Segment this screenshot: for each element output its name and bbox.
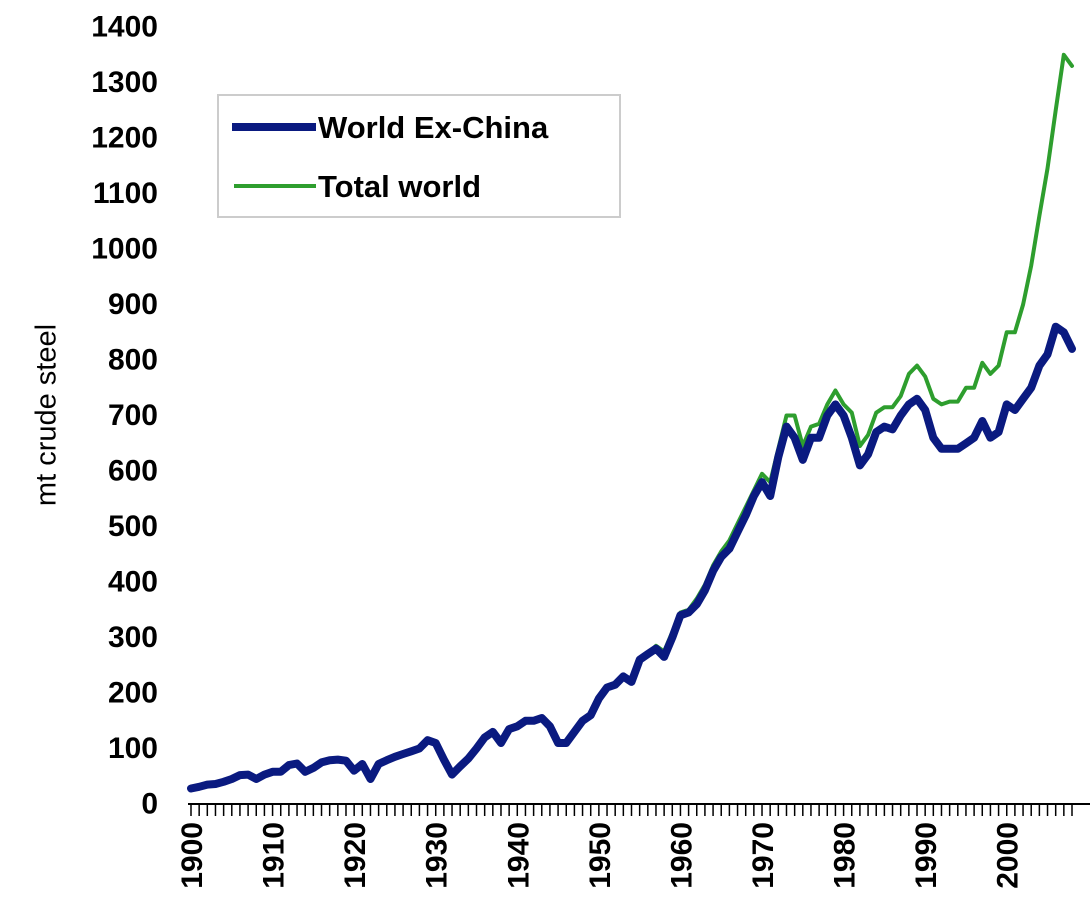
y-tick-label: 0: [141, 788, 158, 821]
x-tick-label: 1970: [747, 822, 780, 889]
legend-label-total-world: Total world: [318, 169, 481, 204]
y-tick-label: 1300: [91, 66, 158, 99]
x-tick-label: 1900: [176, 822, 209, 889]
y-tick-label: 300: [108, 621, 158, 654]
x-tick-label: 1940: [502, 822, 535, 889]
y-tick-label: 700: [108, 399, 158, 432]
x-tick-label: 1960: [665, 822, 698, 889]
y-tick-label: 500: [108, 510, 158, 543]
y-tick-label: 100: [108, 732, 158, 765]
y-tick-label: 200: [108, 677, 158, 710]
x-tick-label: 1950: [584, 822, 617, 889]
series-line-world-ex-china: [187, 322, 1076, 793]
y-tick-label: 1100: [93, 177, 158, 210]
x-tick-label: 1990: [910, 822, 943, 889]
x-tick-label: 1910: [258, 822, 291, 889]
series-lines: [187, 52, 1076, 793]
legend-label-world-ex-china: World Ex-China: [318, 110, 549, 145]
y-tick-label: 800: [108, 344, 158, 377]
y-tick-label: 900: [108, 288, 158, 321]
y-axis-ticks: 0 100 200 300 400 500 600 700 800 900 1000 1100 1200…: [91, 11, 158, 821]
y-tick-label: 1400: [91, 11, 158, 44]
x-tick-label: 1920: [339, 822, 372, 889]
y-tick-label: 600: [108, 455, 158, 488]
y-tick-label: 1000: [91, 233, 158, 266]
legend: World Ex-China Total world: [217, 94, 621, 218]
x-axis-ticks: 1900 1910 1920 1930 1940 1950 1960 1970 1980 1990…: [176, 804, 1073, 889]
y-axis-label: mt crude steel: [31, 324, 63, 506]
x-tick-label: 1930: [421, 822, 454, 889]
y-tick-label: 400: [108, 566, 158, 599]
legend-box: [217, 94, 621, 218]
x-tick-label: 2000: [992, 822, 1025, 889]
y-tick-label: 1200: [91, 122, 158, 155]
x-tick-label: 1980: [829, 822, 862, 889]
